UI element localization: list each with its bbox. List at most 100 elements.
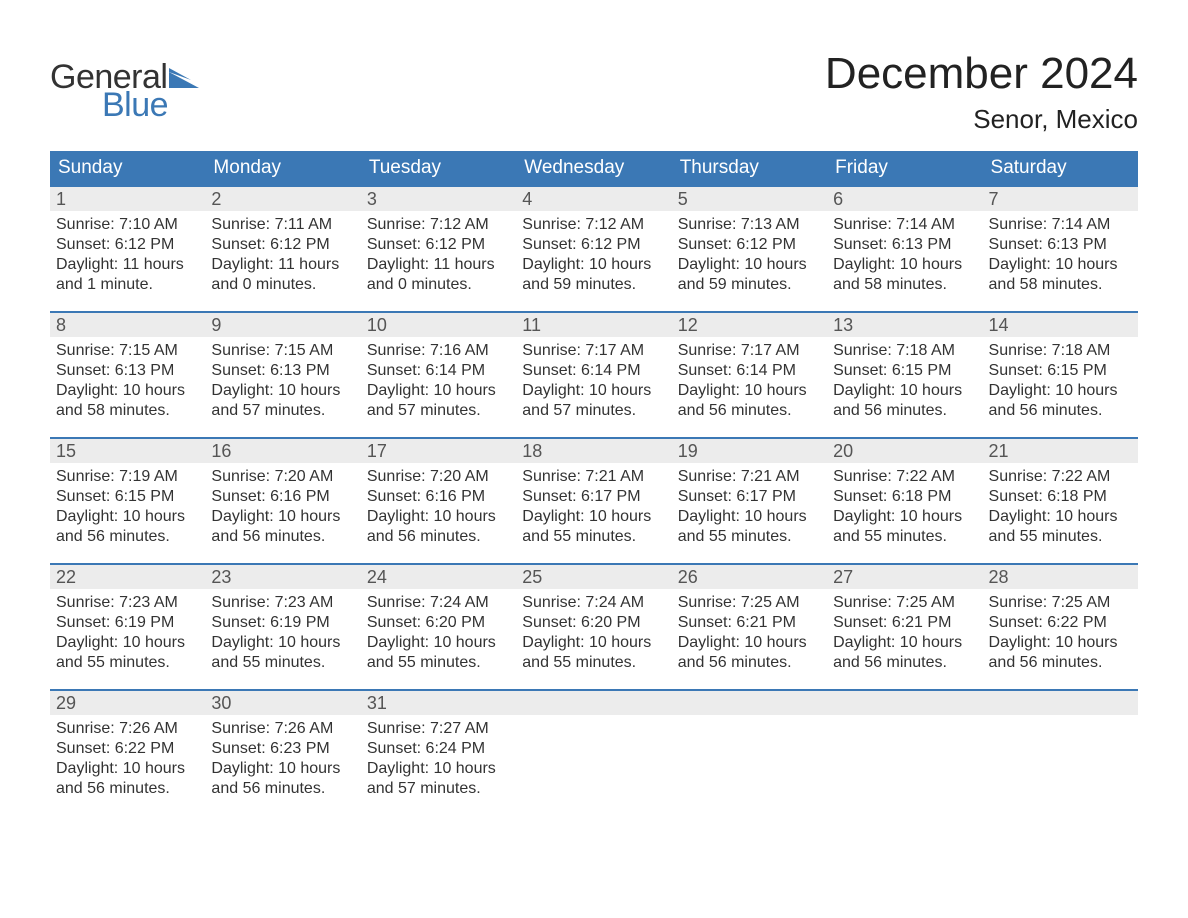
daylight-line2: and 56 minutes. bbox=[833, 653, 976, 673]
sunrise-text: Sunrise: 7:12 AM bbox=[522, 215, 665, 235]
daylight-line1: Daylight: 10 hours bbox=[678, 507, 821, 527]
sunset-text: Sunset: 6:12 PM bbox=[678, 235, 821, 255]
sunrise-text: Sunrise: 7:22 AM bbox=[833, 467, 976, 487]
sunrise-text: Sunrise: 7:17 AM bbox=[678, 341, 821, 361]
daylight-line2: and 57 minutes. bbox=[367, 401, 510, 421]
week-row: 22Sunrise: 7:23 AMSunset: 6:19 PMDayligh… bbox=[50, 563, 1138, 677]
day-number: 23 bbox=[205, 565, 360, 589]
daylight-line2: and 55 minutes. bbox=[522, 527, 665, 547]
day-body: Sunrise: 7:12 AMSunset: 6:12 PMDaylight:… bbox=[516, 211, 671, 299]
day-number: 20 bbox=[827, 439, 982, 463]
sunrise-text: Sunrise: 7:14 AM bbox=[833, 215, 976, 235]
daylight-line1: Daylight: 10 hours bbox=[989, 255, 1132, 275]
sunset-text: Sunset: 6:13 PM bbox=[989, 235, 1132, 255]
day-header-thursday: Thursday bbox=[672, 151, 827, 185]
day-body: Sunrise: 7:20 AMSunset: 6:16 PMDaylight:… bbox=[361, 463, 516, 551]
sunrise-text: Sunrise: 7:20 AM bbox=[367, 467, 510, 487]
sunset-text: Sunset: 6:22 PM bbox=[56, 739, 199, 759]
day-cell: 20Sunrise: 7:22 AMSunset: 6:18 PMDayligh… bbox=[827, 439, 982, 551]
daylight-line2: and 59 minutes. bbox=[678, 275, 821, 295]
daylight-line2: and 55 minutes. bbox=[678, 527, 821, 547]
sunset-text: Sunset: 6:18 PM bbox=[989, 487, 1132, 507]
day-body: Sunrise: 7:16 AMSunset: 6:14 PMDaylight:… bbox=[361, 337, 516, 425]
day-body: Sunrise: 7:23 AMSunset: 6:19 PMDaylight:… bbox=[50, 589, 205, 677]
sunset-text: Sunset: 6:12 PM bbox=[56, 235, 199, 255]
daylight-line1: Daylight: 10 hours bbox=[522, 507, 665, 527]
daylight-line2: and 0 minutes. bbox=[367, 275, 510, 295]
sunrise-text: Sunrise: 7:10 AM bbox=[56, 215, 199, 235]
sunrise-text: Sunrise: 7:27 AM bbox=[367, 719, 510, 739]
daylight-line2: and 56 minutes. bbox=[678, 653, 821, 673]
day-number: 18 bbox=[516, 439, 671, 463]
sunset-text: Sunset: 6:17 PM bbox=[678, 487, 821, 507]
day-cell: 13Sunrise: 7:18 AMSunset: 6:15 PMDayligh… bbox=[827, 313, 982, 425]
calendar-grid: Sunday Monday Tuesday Wednesday Thursday… bbox=[50, 151, 1138, 803]
day-header-row: Sunday Monday Tuesday Wednesday Thursday… bbox=[50, 151, 1138, 185]
day-cell: 25Sunrise: 7:24 AMSunset: 6:20 PMDayligh… bbox=[516, 565, 671, 677]
sunrise-text: Sunrise: 7:24 AM bbox=[367, 593, 510, 613]
daylight-line1: Daylight: 10 hours bbox=[211, 507, 354, 527]
day-cell: 24Sunrise: 7:24 AMSunset: 6:20 PMDayligh… bbox=[361, 565, 516, 677]
day-number: 11 bbox=[516, 313, 671, 337]
sunrise-text: Sunrise: 7:11 AM bbox=[211, 215, 354, 235]
daylight-line1: Daylight: 10 hours bbox=[833, 633, 976, 653]
day-cell: 18Sunrise: 7:21 AMSunset: 6:17 PMDayligh… bbox=[516, 439, 671, 551]
daylight-line1: Daylight: 10 hours bbox=[678, 381, 821, 401]
day-body: Sunrise: 7:27 AMSunset: 6:24 PMDaylight:… bbox=[361, 715, 516, 803]
month-year-title: December 2024 bbox=[825, 50, 1138, 98]
sunset-text: Sunset: 6:12 PM bbox=[367, 235, 510, 255]
day-number: 9 bbox=[205, 313, 360, 337]
calendar-page: General Blue December 2024 Senor, Mexico… bbox=[0, 0, 1188, 843]
flag-icon bbox=[169, 68, 199, 88]
sunset-text: Sunset: 6:21 PM bbox=[833, 613, 976, 633]
daylight-line1: Daylight: 10 hours bbox=[56, 633, 199, 653]
daylight-line1: Daylight: 10 hours bbox=[522, 633, 665, 653]
day-number: 25 bbox=[516, 565, 671, 589]
day-header-saturday: Saturday bbox=[983, 151, 1138, 185]
day-body: Sunrise: 7:21 AMSunset: 6:17 PMDaylight:… bbox=[516, 463, 671, 551]
day-body: Sunrise: 7:17 AMSunset: 6:14 PMDaylight:… bbox=[672, 337, 827, 425]
day-cell bbox=[516, 691, 671, 803]
daylight-line2: and 55 minutes. bbox=[367, 653, 510, 673]
daylight-line2: and 56 minutes. bbox=[211, 527, 354, 547]
day-cell: 29Sunrise: 7:26 AMSunset: 6:22 PMDayligh… bbox=[50, 691, 205, 803]
daylight-line1: Daylight: 10 hours bbox=[367, 507, 510, 527]
sunset-text: Sunset: 6:15 PM bbox=[989, 361, 1132, 381]
day-body: Sunrise: 7:17 AMSunset: 6:14 PMDaylight:… bbox=[516, 337, 671, 425]
daylight-line2: and 56 minutes. bbox=[989, 401, 1132, 421]
sunset-text: Sunset: 6:12 PM bbox=[522, 235, 665, 255]
header-row: General Blue December 2024 Senor, Mexico bbox=[50, 50, 1138, 145]
daylight-line2: and 55 minutes. bbox=[989, 527, 1132, 547]
sunset-text: Sunset: 6:15 PM bbox=[56, 487, 199, 507]
day-body: Sunrise: 7:23 AMSunset: 6:19 PMDaylight:… bbox=[205, 589, 360, 677]
daylight-line2: and 55 minutes. bbox=[522, 653, 665, 673]
day-body: Sunrise: 7:18 AMSunset: 6:15 PMDaylight:… bbox=[983, 337, 1138, 425]
sunrise-text: Sunrise: 7:22 AM bbox=[989, 467, 1132, 487]
day-cell: 14Sunrise: 7:18 AMSunset: 6:15 PMDayligh… bbox=[983, 313, 1138, 425]
day-number: 7 bbox=[983, 187, 1138, 211]
day-number: 24 bbox=[361, 565, 516, 589]
sunset-text: Sunset: 6:13 PM bbox=[833, 235, 976, 255]
day-header-wednesday: Wednesday bbox=[516, 151, 671, 185]
daylight-line1: Daylight: 10 hours bbox=[211, 759, 354, 779]
day-cell: 10Sunrise: 7:16 AMSunset: 6:14 PMDayligh… bbox=[361, 313, 516, 425]
sunrise-text: Sunrise: 7:18 AM bbox=[833, 341, 976, 361]
day-number bbox=[983, 691, 1138, 715]
day-number: 26 bbox=[672, 565, 827, 589]
day-number: 5 bbox=[672, 187, 827, 211]
day-cell bbox=[983, 691, 1138, 803]
daylight-line1: Daylight: 11 hours bbox=[367, 255, 510, 275]
week-row: 15Sunrise: 7:19 AMSunset: 6:15 PMDayligh… bbox=[50, 437, 1138, 551]
sunrise-text: Sunrise: 7:25 AM bbox=[678, 593, 821, 613]
day-number: 28 bbox=[983, 565, 1138, 589]
day-body: Sunrise: 7:13 AMSunset: 6:12 PMDaylight:… bbox=[672, 211, 827, 299]
sunset-text: Sunset: 6:20 PM bbox=[522, 613, 665, 633]
day-cell: 16Sunrise: 7:20 AMSunset: 6:16 PMDayligh… bbox=[205, 439, 360, 551]
daylight-line2: and 56 minutes. bbox=[833, 401, 976, 421]
day-number: 12 bbox=[672, 313, 827, 337]
day-number: 2 bbox=[205, 187, 360, 211]
sunrise-text: Sunrise: 7:26 AM bbox=[211, 719, 354, 739]
brand-logo: General Blue bbox=[50, 60, 199, 122]
day-number: 22 bbox=[50, 565, 205, 589]
week-row: 1Sunrise: 7:10 AMSunset: 6:12 PMDaylight… bbox=[50, 185, 1138, 299]
